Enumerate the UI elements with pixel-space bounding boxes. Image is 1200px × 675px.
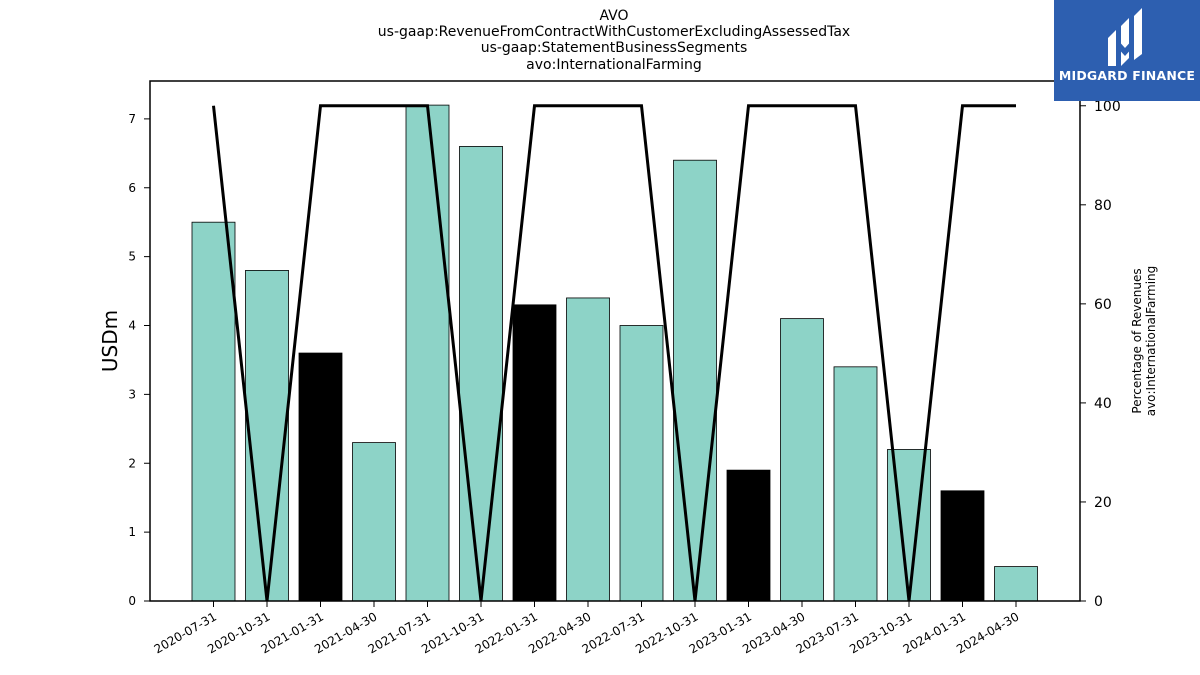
logo-text: MIDGARD FINANCE [1058, 68, 1196, 83]
bar-2020-07-31 [191, 221, 236, 602]
bar-2021-01-31 [298, 352, 343, 602]
y-axis-right: 0 20 40 60 80 100 [1080, 99, 1121, 610]
bar-2021-10-31 [459, 146, 503, 602]
bar-2023-01-31 [726, 469, 771, 602]
y2-tick-label-80: 80 [1094, 198, 1112, 214]
y2-tick-label-20: 20 [1094, 495, 1112, 511]
y-tick-label-5: 5 [128, 250, 136, 264]
midgard-finance-logo: MIDGARD FINANCE [1054, 0, 1200, 101]
bar-2022-07-31 [619, 325, 664, 602]
bar-2021-07-31 [405, 104, 450, 602]
y2-tick-label-0: 0 [1094, 594, 1103, 610]
title-line-3: us-gaap:StatementBusinessSegments [481, 40, 748, 56]
y-axis-label-right: Percentage of Revenues avo:International… [1130, 266, 1158, 417]
y2-tick-label-100: 100 [1094, 99, 1121, 115]
percentage-line [212, 104, 1016, 602]
y-axis-label-right-line-2: avo:InternationalFarming [1144, 266, 1158, 417]
bar-2024-04-30 [994, 566, 1038, 602]
bar-2021-04-30 [352, 442, 396, 602]
bar-2024-01-31 [940, 490, 985, 602]
y-tick-label-3: 3 [128, 387, 136, 401]
y-tick-label-2: 2 [128, 456, 136, 470]
bar-2022-04-30 [566, 297, 610, 602]
y-tick-label-4: 4 [128, 319, 136, 333]
bar-series [191, 104, 1038, 602]
bar-2023-04-30 [780, 318, 824, 602]
y-tick-label-6: 6 [128, 181, 136, 195]
plot-area-frame [149, 80, 1081, 602]
midgard-logo-icon [1108, 8, 1142, 66]
x-axis: 2020-07-312020-10-312021-01-312021-04-30… [152, 601, 1022, 656]
title-line-4: avo:InternationalFarming [526, 57, 702, 73]
y-axis-label-right-line-1: Percentage of Revenues [1130, 268, 1144, 413]
bar-2022-10-31 [673, 159, 717, 602]
y2-tick-label-40: 40 [1094, 396, 1112, 412]
y-axis-label-left: USDm [98, 310, 122, 372]
bar-2023-07-31 [833, 366, 878, 602]
y-tick-label-1: 1 [128, 525, 136, 539]
y2-tick-label-60: 60 [1094, 297, 1112, 313]
title-line-2: us-gaap:RevenueFromContractWithCustomerE… [378, 24, 850, 40]
percentage-line-series [212, 104, 1016, 602]
bar-2020-10-31 [245, 270, 289, 602]
chart-title: AVO us-gaap:RevenueFromContractWithCusto… [378, 8, 850, 73]
y-tick-label-7: 7 [128, 112, 136, 126]
y-axis-left: 0 1 2 3 4 5 6 7 [128, 112, 150, 608]
title-line-1: AVO [599, 8, 628, 24]
bar-2022-01-31 [512, 304, 557, 602]
y-tick-label-0: 0 [128, 594, 136, 608]
